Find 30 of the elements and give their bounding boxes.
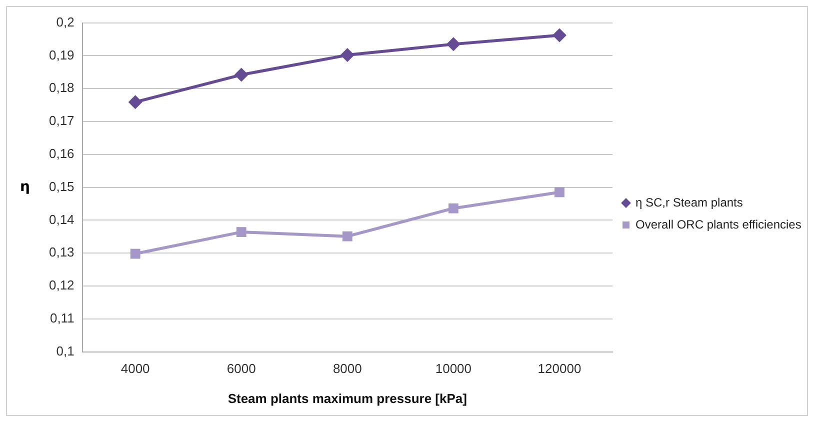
x-tick-label: 120000	[538, 361, 582, 376]
x-tick-label: 6000	[226, 361, 256, 376]
y-tick-label: 0,2	[56, 14, 74, 30]
y-tick-label: 0,11	[50, 310, 74, 326]
legend-label: Overall ORC plants efficiencies	[636, 217, 802, 232]
point	[342, 231, 352, 242]
y-tick-label: 0,12	[48, 278, 74, 293]
x-tick-label: 8000	[332, 361, 362, 376]
y-tick-label: 0,17	[48, 113, 74, 128]
point	[340, 48, 354, 62]
point	[448, 203, 458, 214]
point	[554, 187, 564, 198]
x-tick-label: 4000	[120, 361, 150, 376]
y-tick-label: 0,1	[56, 343, 74, 358]
point	[446, 37, 460, 52]
x-axis-title: Steam plants maximum pressure [kPa]	[228, 390, 467, 406]
legend-label: η SC,r Steam plants	[636, 195, 743, 210]
point	[236, 227, 246, 237]
y-tick-label: 0,18	[48, 80, 74, 96]
y-axis-title: η	[20, 178, 30, 195]
y-tick-label: 0,16	[48, 146, 74, 161]
y-tick-label: 0,19	[48, 47, 74, 62]
point	[234, 68, 248, 82]
point	[128, 95, 142, 110]
y-tick-label: 0,14	[48, 212, 74, 227]
x-tick-label: 10000	[435, 361, 472, 376]
point	[130, 248, 140, 259]
y-tick-label: 0,15	[48, 178, 74, 194]
point	[552, 28, 566, 42]
y-tick-label: 0,13	[48, 244, 74, 260]
